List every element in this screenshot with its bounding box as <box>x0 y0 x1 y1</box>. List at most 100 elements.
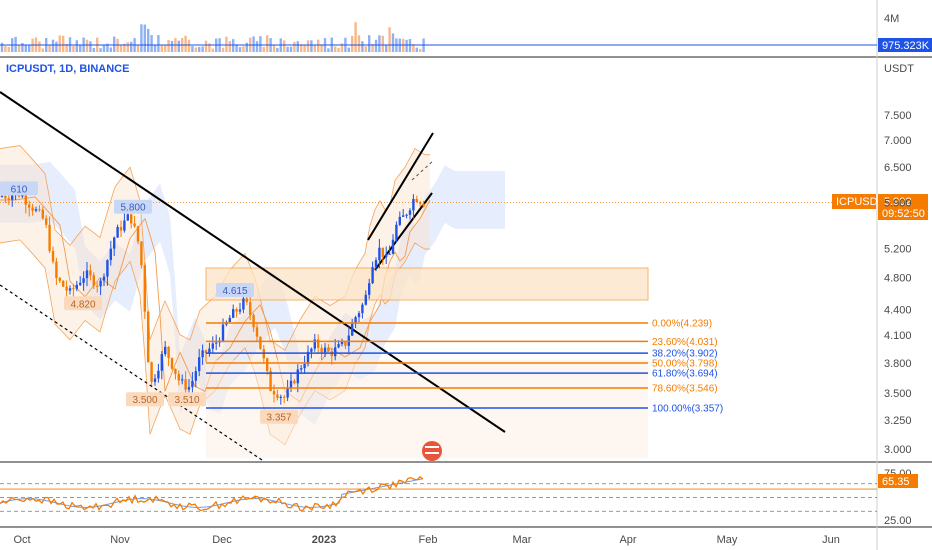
candle-body <box>242 298 245 310</box>
volume-bars <box>0 22 877 52</box>
candle-body <box>181 379 184 381</box>
price-tick-3: 5.900 <box>884 197 912 209</box>
volume-bar <box>347 47 350 52</box>
candles <box>0 186 425 405</box>
volume-bar <box>289 46 293 52</box>
price-label-bg-0 <box>0 181 38 196</box>
dashed-trendline <box>0 284 263 461</box>
candle-body <box>62 280 65 287</box>
candle-body <box>85 270 89 279</box>
volume-bar <box>415 47 418 52</box>
candle-body <box>92 275 95 286</box>
volume-bar <box>126 42 129 52</box>
volume-bar <box>4 46 7 52</box>
volume-bar <box>371 43 374 52</box>
fib-label-2: 38.20%(3.902) <box>652 349 718 360</box>
volume-bar <box>351 35 354 52</box>
channel-mid <box>411 159 435 181</box>
candle-body <box>235 309 238 312</box>
fib-label-6: 100.00%(3.357) <box>652 404 723 415</box>
candle-body <box>147 311 150 363</box>
price-tick-6: 4.400 <box>884 304 912 316</box>
volume-bar <box>296 41 299 52</box>
rsi-tick-25: 25.00 <box>884 515 912 527</box>
volume-bar <box>147 28 150 52</box>
volume-bar <box>85 39 89 52</box>
symbol-badge-label: ICPUSDT <box>836 196 885 208</box>
time-tick-2: Dec <box>212 534 232 546</box>
candle-body <box>143 265 146 312</box>
price-tick-1: 7.000 <box>884 135 912 147</box>
volume-bar <box>320 44 323 52</box>
price-tick-4: 5.200 <box>884 244 912 256</box>
candle-body <box>381 247 384 258</box>
candle-body <box>327 347 330 352</box>
price-label-bg-6 <box>260 409 298 424</box>
price-tick-10: 3.250 <box>884 415 912 427</box>
volume-bar <box>286 46 289 52</box>
volume-bar <box>194 47 197 52</box>
volume-bar <box>0 42 4 52</box>
candle-body <box>177 373 180 381</box>
volume-bar <box>378 35 381 52</box>
volume-bar <box>245 42 248 52</box>
volume-bar <box>170 40 174 52</box>
candle-body <box>300 368 303 370</box>
labels-layer: 610 5.800 4.820 4.615 3.500 3.510 3.357 <box>0 181 442 461</box>
candle-body <box>58 277 61 281</box>
volume-bar <box>368 35 371 52</box>
price-tick-0: 7.500 <box>884 110 912 122</box>
candle-body <box>38 209 41 211</box>
volume-bar <box>408 39 412 52</box>
volume-bar <box>102 44 106 52</box>
candle-body <box>310 348 313 352</box>
candle-body <box>113 237 116 249</box>
candle-body <box>334 347 337 357</box>
symbol-badge <box>832 194 876 209</box>
volume-bar <box>211 48 214 52</box>
fib-label-4: 61.80%(3.694) <box>652 369 718 380</box>
volume-bar <box>184 35 187 52</box>
candle-body <box>204 350 208 354</box>
volume-bar <box>136 45 140 52</box>
candle-body <box>337 344 340 348</box>
fib-label-1: 23.60%(4.031) <box>652 337 718 348</box>
candle-body <box>276 394 279 398</box>
volume-bar <box>106 43 109 52</box>
candle-body <box>109 248 112 261</box>
time-tick-4: Feb <box>419 534 438 546</box>
candle-body <box>51 250 55 262</box>
candle-body <box>412 198 415 211</box>
candle-body <box>296 369 299 384</box>
drawing-layer <box>0 91 649 461</box>
volume-bar <box>41 48 44 52</box>
rsi-indicator <box>0 476 877 512</box>
candle-body <box>164 346 167 355</box>
volume-bar <box>17 44 21 52</box>
price-tick-7: 4.100 <box>884 330 912 342</box>
price-label-3: 4.615 <box>222 286 247 297</box>
descending-trendline <box>0 91 506 433</box>
candle-body <box>48 224 51 251</box>
volume-bar <box>14 36 17 52</box>
volume-bar <box>232 39 235 52</box>
candle-body <box>31 207 34 211</box>
candle-body <box>211 343 214 349</box>
volume-bar <box>276 47 279 52</box>
volume-bar <box>252 36 255 52</box>
volume-bar <box>153 44 157 52</box>
volume-bar <box>208 43 211 52</box>
candle-body <box>344 341 347 346</box>
bar-countdown: 09:52:50 <box>882 208 925 220</box>
candle-body <box>72 288 75 290</box>
volume-bar <box>167 39 170 52</box>
fibonacci-retracement: 0.00%(4.239) 23.60%(4.031)38.20%(3.902)50… <box>206 318 723 415</box>
candle-body <box>24 195 27 205</box>
volume-bar <box>255 41 259 52</box>
volume-bar <box>327 48 330 52</box>
candle-body <box>99 280 102 287</box>
fib-label-3: 50.00%(3.798) <box>652 359 718 370</box>
candle-body <box>136 226 140 242</box>
candle-body <box>187 387 191 390</box>
